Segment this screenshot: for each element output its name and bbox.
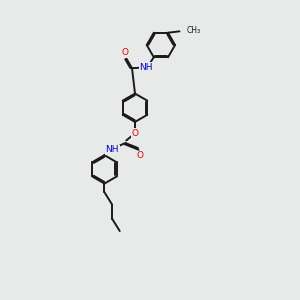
Text: O: O (136, 151, 143, 160)
Text: CH₃: CH₃ (186, 26, 200, 35)
Text: NH: NH (140, 63, 153, 72)
Text: O: O (131, 129, 139, 138)
Text: NH: NH (105, 145, 119, 154)
Text: O: O (122, 48, 129, 57)
